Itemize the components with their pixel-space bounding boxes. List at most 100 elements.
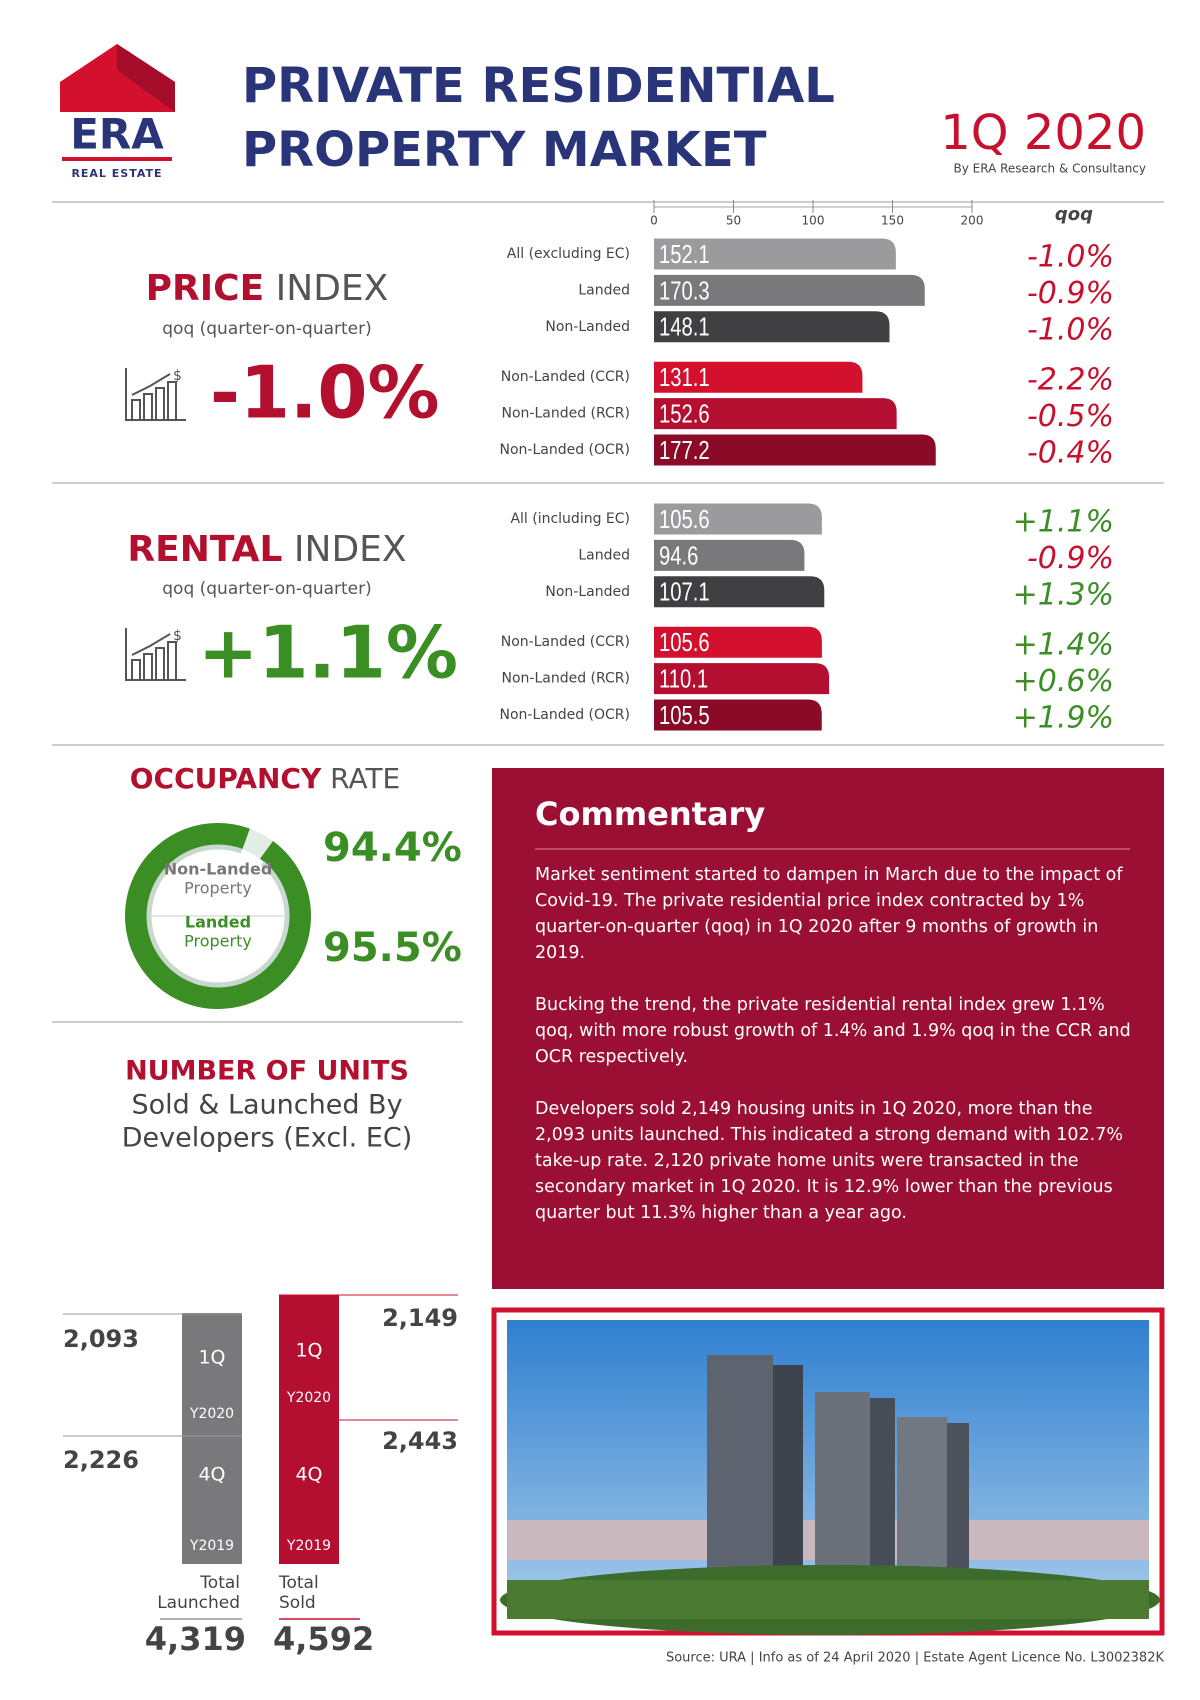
- total-value: 4,592: [273, 1620, 374, 1658]
- value-label: 148.1: [659, 312, 710, 341]
- category-label: Non-Landed: [545, 584, 630, 600]
- category-label: Non-Landed (RCR): [501, 406, 630, 422]
- paragraph: Developers sold 2,149 housing units in 1…: [535, 1099, 1123, 1223]
- change-label: -1.0%: [1027, 312, 1114, 347]
- value-label: 105.5: [659, 700, 710, 729]
- title-bold: RENTAL: [127, 529, 282, 570]
- bar: [654, 311, 890, 343]
- year: Y2019: [189, 1538, 234, 1554]
- bar: [654, 398, 897, 430]
- x-tick-label: 0: [650, 214, 658, 228]
- bar: [654, 699, 822, 731]
- change-label: -0.9%: [1027, 276, 1114, 311]
- units-value: 2,443: [382, 1427, 458, 1455]
- subtitle: Developers (Excl. EC): [122, 1123, 413, 1154]
- category-label: Non-Landed (CCR): [501, 634, 630, 650]
- change-header: qoq: [1055, 204, 1093, 225]
- section-title: RENTAL INDEX: [127, 529, 406, 570]
- value-label: 152.6: [659, 399, 710, 428]
- change-label: -0.9%: [1027, 541, 1114, 576]
- category-label: All (excluding EC): [507, 246, 630, 262]
- bar: [654, 238, 896, 270]
- headline: -1.0%: [210, 351, 440, 435]
- value-label: 177.2: [659, 435, 710, 464]
- footer: Source: URA | Info as of 24 April 2020 |…: [666, 1651, 1164, 1666]
- units-graphic: [63, 1294, 458, 1620]
- donut-note: Property: [184, 879, 252, 898]
- byline: By ERA Research & Consultancy: [953, 162, 1146, 176]
- change-label: -2.2%: [1027, 363, 1114, 398]
- quarter: 1Q: [295, 1340, 322, 1362]
- icon-dollar: $: [173, 368, 182, 384]
- category-label: Non-Landed (OCR): [500, 442, 631, 458]
- section-title: NUMBER OF UNITS: [125, 1056, 409, 1087]
- bar: [654, 361, 863, 393]
- bar: [654, 626, 822, 658]
- total-value: 4,319: [145, 1620, 246, 1658]
- value-label: 131.1: [659, 363, 710, 392]
- logo-text: ERA: [70, 110, 164, 159]
- units-value: 2,093: [63, 1325, 139, 1353]
- donut-arc: [146, 844, 290, 988]
- change-label: +1.4%: [1013, 628, 1114, 663]
- bar: [654, 539, 805, 571]
- photo: [491, 1307, 1165, 1636]
- section-title: PRICE INDEX: [146, 268, 389, 309]
- category-label: Landed: [578, 547, 630, 563]
- x-tick-label: 150: [881, 214, 904, 228]
- commentary-text: Market sentiment started to dampen in Ma…: [535, 862, 1135, 1252]
- quarter: 4Q: [198, 1464, 225, 1486]
- logo-sub: REAL ESTATE: [71, 167, 162, 180]
- title-bold: OCCUPANCY: [130, 762, 322, 795]
- change-label: +0.6%: [1013, 664, 1114, 699]
- change-label: -0.4%: [1027, 436, 1114, 471]
- category-label: Non-Landed (RCR): [501, 671, 630, 687]
- value-label: 152.1: [659, 239, 710, 268]
- headline: +1.1%: [198, 611, 458, 695]
- value-label: 110.1: [659, 664, 708, 693]
- x-tick-label: 200: [961, 214, 984, 228]
- total-label: Total: [199, 1573, 240, 1593]
- paragraph: Market sentiment started to dampen in Ma…: [535, 865, 1123, 963]
- change-label: -1.0%: [1027, 240, 1114, 275]
- value-label: 94.4%: [323, 825, 462, 871]
- change-label: +1.9%: [1013, 701, 1114, 736]
- logo: ERA REAL ESTATE: [60, 44, 175, 180]
- value-label: 107.1: [659, 577, 710, 606]
- title-bold: PRICE: [146, 268, 265, 309]
- title-rest: INDEX: [294, 529, 407, 570]
- category-label: Non-Landed (OCR): [500, 707, 631, 723]
- donut-note: Property: [184, 932, 252, 951]
- quarter: 4Q: [295, 1464, 322, 1486]
- bar: [654, 663, 830, 695]
- year: Y2020: [189, 1406, 234, 1422]
- donut-category: Non-Landed: [164, 860, 273, 879]
- value-label: 105.6: [659, 504, 710, 533]
- title-rest: INDEX: [276, 268, 389, 309]
- x-tick-label: 100: [802, 214, 825, 228]
- x-tick-label: 50: [726, 214, 741, 228]
- change-label: +1.3%: [1013, 577, 1114, 612]
- quarter: 1Q: [198, 1347, 225, 1369]
- year: Y2020: [286, 1390, 331, 1406]
- value-label: 170.3: [659, 276, 710, 305]
- title: PRIVATE RESIDENTIAL: [242, 58, 835, 114]
- value-label: 94.6: [659, 541, 698, 570]
- subtitle: qoq (quarter-on-quarter): [162, 579, 372, 599]
- category-label: All (including EC): [510, 511, 630, 527]
- category-label: Non-Landed (CCR): [501, 369, 630, 385]
- change-label: +1.1%: [1013, 505, 1114, 540]
- subtitle: qoq (quarter-on-quarter): [162, 319, 372, 339]
- commentary-box: [492, 768, 1164, 1289]
- bar: [654, 576, 825, 608]
- total-label: Launched: [157, 1593, 240, 1613]
- bar: [654, 434, 936, 466]
- year: Y2019: [286, 1538, 331, 1554]
- period: 1Q 2020: [940, 105, 1146, 161]
- icon: [125, 368, 186, 421]
- bar: [654, 503, 822, 535]
- donut-category: Landed: [185, 913, 251, 932]
- title: PROPERTY MARKET: [242, 122, 767, 178]
